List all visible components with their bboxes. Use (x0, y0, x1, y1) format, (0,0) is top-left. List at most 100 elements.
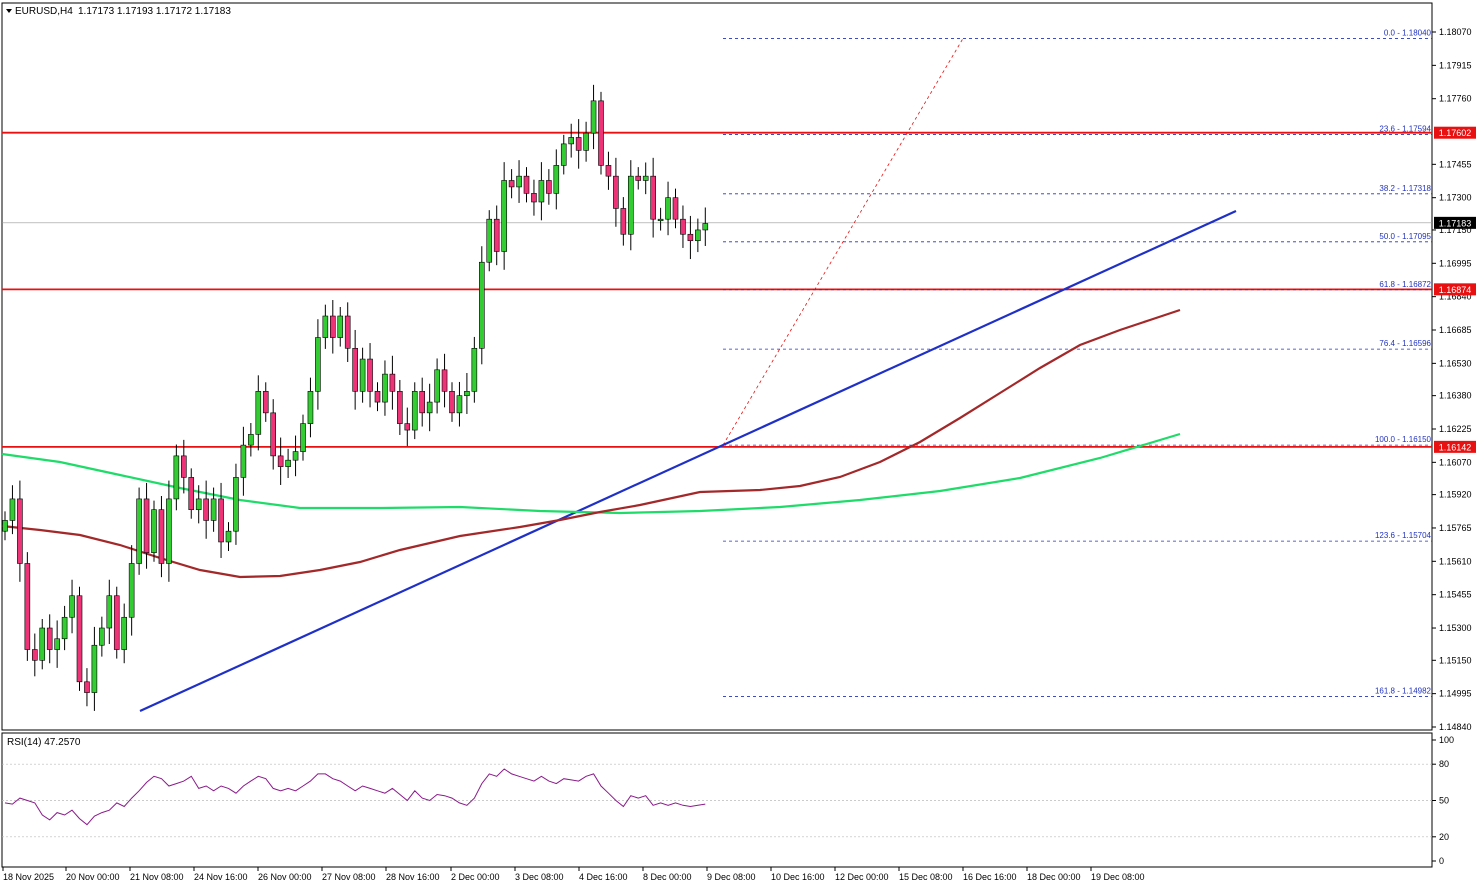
candle-body (76, 595, 83, 683)
main-plot-frame (1, 2, 1433, 731)
candle-body (516, 175, 522, 188)
time-tick-label: 27 Nov 08:00 (322, 872, 376, 882)
symbol-label: EURUSD,H4 (15, 6, 73, 17)
dropdown-triangle-icon[interactable] (6, 9, 12, 13)
fib-base-line (722, 38, 964, 446)
time-tick-label: 20 Nov 00:00 (66, 872, 120, 882)
candle-body (143, 498, 150, 554)
rsi-label: RSI(14) 47.2570 (7, 737, 81, 748)
candle-body (680, 218, 686, 235)
candle-body (493, 218, 500, 252)
candle-body (508, 180, 515, 188)
candle-body (255, 391, 262, 435)
price-tick-label: 1.16225 (1439, 424, 1472, 434)
candle-body (173, 455, 180, 500)
candle-body (181, 455, 187, 478)
fib-label: 23.6 - 1.17594 (1379, 124, 1431, 133)
candle-body (374, 391, 381, 403)
time-tick-label: 28 Nov 16:00 (386, 872, 440, 882)
price-tick-label: 1.16840 (1439, 292, 1472, 302)
candle-body (382, 373, 388, 403)
time-tick-label: 18 Dec 00:00 (1027, 872, 1081, 882)
price-tick-label: 1.16530 (1439, 358, 1472, 368)
candle-body (225, 530, 232, 543)
candle-body (598, 100, 604, 166)
candle-body (605, 165, 612, 177)
rsi-indicator: 100 80 50 20 0 (2, 735, 1454, 866)
candle-body (218, 498, 224, 543)
candle-body (151, 509, 157, 554)
price-tick-label: 1.18070 (1439, 27, 1472, 37)
fib-label: 100.0 - 1.16150 (1375, 435, 1432, 444)
price-axis: 1.18070 1.17915 1.17760 1.17455 1.17300 1.171… (1432, 27, 1472, 732)
rsi-tick-label: 0 (1439, 856, 1444, 866)
price-tick-label: 1.17150 (1439, 225, 1472, 235)
price-tick-label: 1.15150 (1439, 655, 1472, 665)
candle-body (292, 451, 299, 461)
candle-body (69, 595, 75, 618)
candle-body (9, 498, 16, 521)
price-tag-label: 1.17602 (1439, 128, 1472, 138)
candle-body (665, 197, 671, 220)
candle-body (613, 175, 619, 209)
candle-body (322, 315, 329, 338)
candle-body (486, 218, 493, 263)
candle-body (397, 391, 403, 424)
price-tag-box (1434, 216, 1476, 229)
candle-body (419, 391, 426, 414)
price-tick-label: 1.15610 (1439, 556, 1472, 566)
time-tick-label: 18 Nov 2025 (3, 872, 54, 882)
candle-body (128, 563, 135, 618)
candle-body (590, 100, 597, 134)
candle-body (315, 337, 321, 392)
candle-body (687, 233, 694, 242)
trendline (139, 209, 1237, 713)
candle-body (337, 315, 344, 338)
price-tag-label: 1.16874 (1439, 285, 1472, 295)
candle-body (136, 498, 142, 564)
candle-body (248, 434, 254, 446)
candle-body (531, 193, 537, 203)
candle-body (404, 423, 411, 431)
time-tick-label: 24 Nov 16:00 (194, 872, 248, 882)
price-tag-box (1434, 126, 1476, 139)
fib-label: 123.6 - 1.15704 (1375, 531, 1432, 540)
candle-body (553, 165, 560, 194)
candle-body (464, 391, 470, 396)
time-tick-label: 19 Dec 08:00 (1091, 872, 1145, 882)
candle-body (657, 218, 664, 221)
candle-body (195, 498, 202, 510)
price-tag-box (1434, 440, 1476, 453)
candle-body (389, 373, 396, 392)
price-tick-label: 1.15765 (1439, 523, 1472, 533)
price-tag-label: 1.17183 (1439, 218, 1472, 228)
candle-body (478, 261, 485, 349)
price-tick-label: 1.17760 (1439, 94, 1472, 104)
candle-body (583, 132, 589, 151)
price-tick-label: 1.14995 (1439, 689, 1472, 699)
candles (2, 84, 709, 711)
rsi-plot-frame (1, 732, 1433, 868)
candle-body (367, 358, 373, 392)
rsi-line (4, 768, 706, 826)
fibonacci-levels: 0.0 - 1.18040 23.6 - 1.17594 38.2 - 1.1731… (723, 28, 1432, 697)
candle-body (568, 137, 575, 145)
price-tick-label: 1.15455 (1439, 590, 1472, 600)
price-tick-label: 1.15920 (1439, 490, 1472, 500)
candle-body (262, 391, 269, 414)
candle-body (359, 358, 366, 392)
candle-body (84, 681, 90, 693)
time-tick-label: 2 Dec 00:00 (451, 872, 500, 882)
rsi-tick-label: 100 (1439, 735, 1454, 745)
candle-body (441, 369, 448, 392)
candle-body (546, 180, 552, 194)
price-tag-box (1434, 283, 1476, 296)
price-tags: 1.17602 1.16874 1.16142 1.17183 (1434, 126, 1476, 453)
price-tick-label: 1.15300 (1439, 623, 1472, 633)
candle-body (434, 369, 440, 403)
candle-body (456, 395, 463, 414)
fib-label: 76.4 - 1.16596 (1379, 339, 1431, 348)
candle-body (352, 348, 358, 392)
candle-body (501, 180, 507, 252)
